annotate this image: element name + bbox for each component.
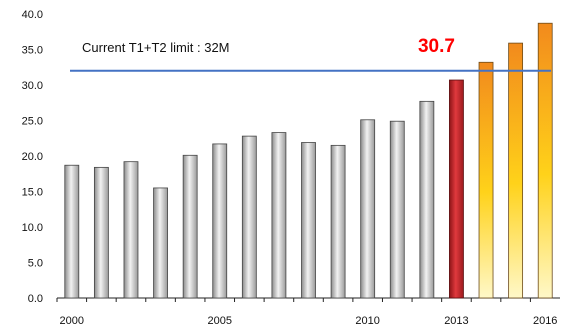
x-tick-label: 2000 — [60, 315, 84, 327]
bar-2007 — [271, 132, 287, 299]
y-tick-label: 35.0 — [22, 45, 43, 57]
bar-2005 — [212, 143, 228, 299]
bar-2006 — [241, 135, 257, 299]
x-tick-label: 2005 — [207, 315, 231, 327]
y-tick-label: 25.0 — [22, 116, 43, 128]
highlight-value-label: 30.7 — [418, 36, 455, 57]
bar-2010 — [360, 119, 376, 299]
y-tick-label: 5.0 — [28, 258, 43, 270]
bar-2001 — [93, 166, 109, 299]
y-tick-label: 10.0 — [22, 222, 43, 234]
bar-2004 — [182, 154, 198, 299]
bar-2009 — [330, 144, 346, 299]
y-tick-label: 30.0 — [22, 80, 43, 92]
bar-2003 — [153, 187, 168, 299]
bar-2013 — [449, 79, 464, 299]
bar-2011 — [389, 120, 405, 299]
y-tick-label: 15.0 — [22, 187, 43, 199]
bar-2014 — [478, 61, 494, 299]
bar-2002 — [123, 161, 139, 299]
x-axis: 2000 2005 2010 2013 2016 — [56, 297, 560, 327]
x-tick-label: 2016 — [533, 315, 557, 327]
limit-label: Current T1+T2 limit : 32M — [82, 40, 230, 55]
x-tick-label: 2010 — [355, 315, 379, 327]
bar-2016 — [537, 22, 553, 299]
x-tick-label: 2013 — [444, 315, 468, 327]
y-tick-label: 20.0 — [22, 151, 43, 163]
bar-2000 — [64, 164, 80, 299]
bar-series — [64, 22, 553, 299]
bar-2012 — [419, 100, 435, 299]
y-axis: 0.0 5.0 10.0 15.0 20.0 25.0 30.0 35.0 40.0 — [22, 9, 43, 305]
y-tick-label: 0.0 — [28, 293, 43, 305]
bar-2015 — [508, 42, 524, 299]
y-tick-label: 40.0 — [22, 9, 43, 21]
bar-2008 — [301, 142, 316, 299]
